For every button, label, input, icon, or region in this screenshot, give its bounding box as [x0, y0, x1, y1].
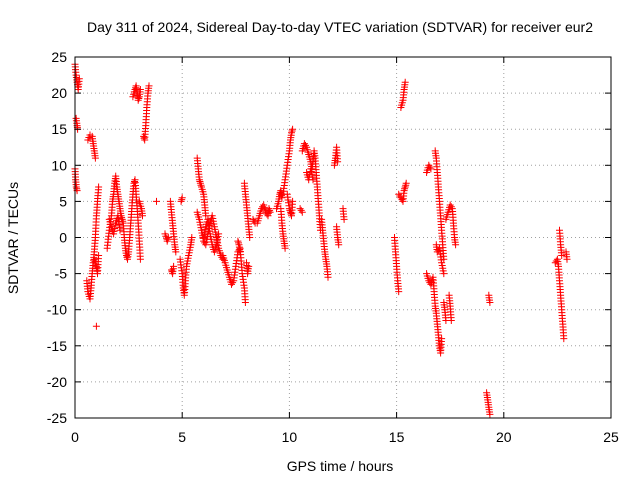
- data-point: [309, 176, 317, 184]
- chart-title: Day 311 of 2024, Sidereal Day-to-day VTE…: [87, 19, 593, 35]
- data-point: [438, 335, 446, 343]
- data-point: [246, 234, 254, 241]
- data-point: [95, 252, 103, 259]
- data-point: [401, 78, 409, 86]
- y-tick-label: -25: [47, 410, 67, 426]
- data-point: [234, 237, 242, 245]
- data-point: [446, 201, 454, 209]
- data-point: [140, 134, 148, 142]
- data-point: [178, 194, 186, 202]
- data-point: [340, 215, 348, 223]
- data-point: [486, 410, 494, 418]
- data-point: [201, 239, 209, 247]
- data-point: [229, 279, 237, 287]
- data-point: [75, 75, 83, 83]
- data-point: [298, 208, 306, 216]
- data-point: [335, 241, 343, 249]
- data-point: [177, 197, 185, 205]
- x-tick-label: 20: [496, 429, 512, 445]
- x-axis-label: GPS time / hours: [287, 458, 394, 474]
- x-tick-label: 25: [603, 429, 619, 445]
- data-point: [164, 235, 172, 243]
- data-point: [245, 262, 253, 270]
- data-point: [116, 226, 124, 234]
- data-point: [266, 208, 274, 216]
- data-point: [168, 268, 176, 276]
- data-point: [486, 299, 494, 306]
- y-tick-label: 20: [51, 85, 67, 101]
- data-point: [563, 255, 571, 263]
- data-point: [118, 214, 126, 222]
- data-point: [170, 262, 178, 270]
- data-point: [92, 322, 100, 330]
- data-point: [440, 270, 448, 278]
- data-point: [289, 197, 297, 205]
- data-point: [288, 129, 295, 137]
- data-point: [136, 86, 144, 93]
- data-point: [278, 194, 286, 202]
- y-tick-label: 10: [51, 157, 67, 173]
- y-tick-label: -20: [47, 374, 67, 390]
- data-point: [228, 280, 235, 288]
- data-point: [324, 273, 332, 281]
- data-point: [263, 210, 271, 218]
- data-point: [215, 230, 223, 238]
- y-tick-label: -10: [47, 302, 67, 318]
- y-tick-label: 0: [59, 230, 67, 246]
- data-point: [289, 125, 297, 133]
- data-point: [236, 248, 244, 256]
- y-axis-label: SDTVAR / TECUs: [5, 182, 21, 294]
- x-tick-label: 15: [389, 429, 405, 445]
- data-point: [395, 190, 403, 198]
- data-point: [134, 96, 142, 104]
- data-point: [425, 161, 433, 169]
- data-point: [265, 205, 273, 213]
- y-tick-label: 15: [51, 121, 67, 137]
- data-point: [202, 212, 210, 220]
- y-tick-label: -15: [47, 338, 67, 354]
- marks-layer: [71, 60, 571, 418]
- data-point: [452, 241, 460, 249]
- data-point: [164, 234, 172, 241]
- data-point: [552, 257, 560, 265]
- data-point: [91, 154, 99, 162]
- data-point: [447, 317, 455, 324]
- data-point: [241, 299, 249, 306]
- data-point: [251, 219, 259, 227]
- y-tick-label: 25: [51, 49, 67, 65]
- data-point: [258, 205, 265, 213]
- y-tick-label: -5: [55, 266, 68, 282]
- data-point: [188, 234, 196, 241]
- data-point: [447, 203, 455, 211]
- data-point: [401, 185, 409, 193]
- y-tick-label: 5: [59, 193, 67, 209]
- data-point: [434, 246, 442, 254]
- data-point: [153, 197, 160, 205]
- data-point: [250, 217, 258, 225]
- x-tick-label: 0: [71, 429, 79, 445]
- data-point: [139, 212, 146, 220]
- data-point: [281, 244, 289, 252]
- data-point: [145, 82, 153, 90]
- ticks-layer: 0 5 10 15 20 25 -25 -20 -15 -10 -5 0 5 10 15 20 25: [47, 49, 619, 445]
- x-tick-label: 10: [282, 429, 298, 445]
- data-point: [426, 163, 434, 171]
- data-point: [300, 140, 308, 148]
- data-point: [95, 183, 103, 191]
- x-tick-label: 5: [178, 429, 186, 445]
- data-point: [560, 335, 568, 343]
- data-point: [334, 158, 342, 166]
- data-point: [172, 248, 180, 256]
- data-point: [402, 179, 410, 187]
- data-point: [558, 252, 566, 259]
- data-point: [398, 196, 406, 204]
- data-point: [395, 288, 403, 296]
- data-point: [136, 255, 144, 263]
- data-point: [427, 165, 435, 173]
- data-point: [297, 206, 305, 214]
- data-point: [296, 205, 304, 213]
